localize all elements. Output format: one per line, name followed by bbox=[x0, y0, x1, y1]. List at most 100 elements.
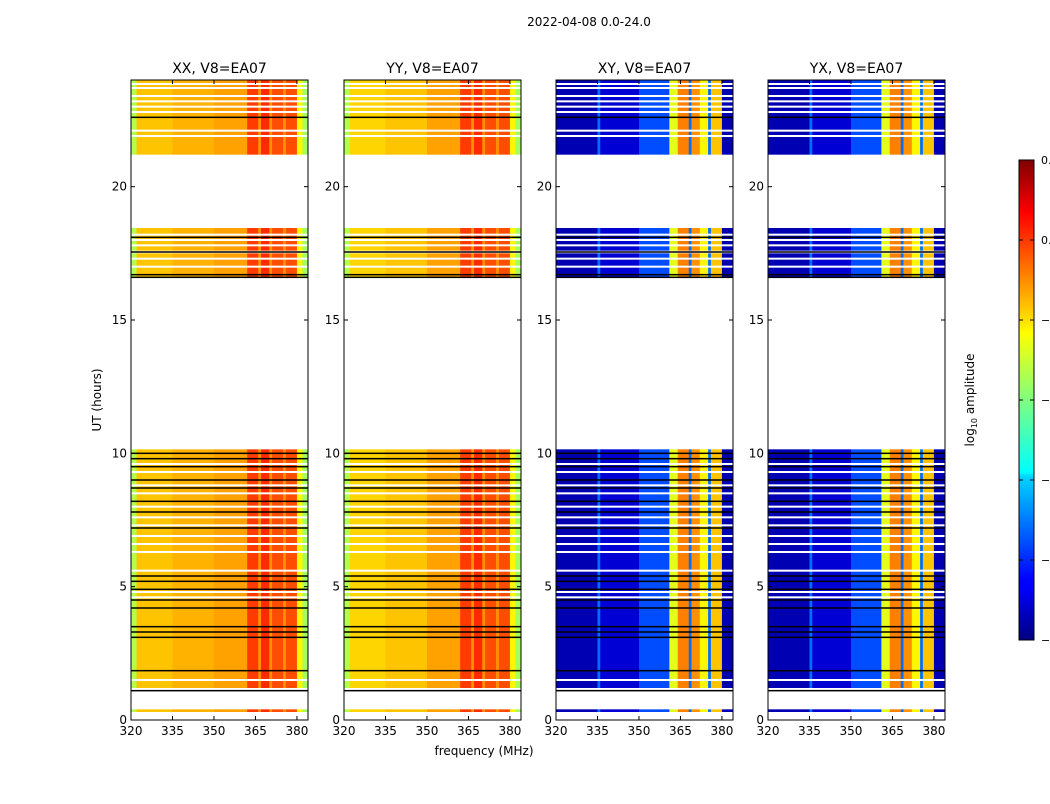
flag-line bbox=[556, 607, 733, 609]
heatmap-cell bbox=[933, 253, 946, 278]
heatmap-cell bbox=[471, 449, 475, 688]
flag-gap bbox=[556, 471, 733, 473]
heatmap-cell bbox=[889, 709, 902, 712]
flag-gap bbox=[556, 129, 733, 132]
flag-gap bbox=[768, 596, 945, 599]
flag-gap bbox=[556, 516, 733, 519]
heatmap-cell bbox=[889, 449, 902, 688]
heatmap-cell bbox=[903, 253, 913, 278]
heatmap-cell bbox=[482, 709, 486, 712]
heatmap-cell bbox=[597, 709, 601, 712]
flag-line bbox=[131, 273, 308, 276]
heatmap-cell bbox=[131, 449, 137, 688]
heatmap-cell bbox=[213, 709, 248, 712]
flag-gap bbox=[131, 233, 308, 236]
y-tick-label: 10 bbox=[537, 446, 552, 460]
heatmap-cell bbox=[473, 253, 483, 278]
flag-gap bbox=[768, 239, 945, 241]
flag-gap bbox=[556, 484, 733, 487]
heatmap-cell bbox=[296, 709, 303, 712]
flag-gap bbox=[344, 233, 521, 236]
flag-gap bbox=[344, 244, 521, 247]
heatmap-cell bbox=[600, 253, 640, 278]
flag-line bbox=[556, 276, 733, 279]
flag-line bbox=[344, 588, 521, 591]
heatmap-cell bbox=[889, 253, 902, 278]
heatmap-cells bbox=[344, 80, 522, 712]
x-tick-label: 320 bbox=[333, 724, 356, 738]
heatmap-cell bbox=[638, 253, 670, 278]
flag-line bbox=[556, 669, 733, 672]
heatmap-cell bbox=[285, 449, 298, 688]
flag-line bbox=[768, 575, 945, 577]
flag-line bbox=[344, 511, 521, 513]
flag-gap bbox=[556, 100, 733, 103]
x-tick-label: 335 bbox=[798, 724, 821, 738]
heatmap-cell bbox=[556, 709, 598, 712]
heatmap-cell bbox=[349, 709, 386, 712]
heatmap-cell bbox=[920, 253, 924, 278]
flag-line bbox=[768, 236, 945, 239]
heatmap-cell bbox=[556, 253, 598, 278]
flag-gap bbox=[131, 95, 308, 97]
flag-line bbox=[768, 452, 945, 455]
flag-line bbox=[131, 511, 308, 513]
heatmap-cell bbox=[247, 253, 259, 278]
heatmap-cell bbox=[812, 449, 852, 688]
flag-line bbox=[768, 669, 945, 672]
flag-line bbox=[556, 116, 733, 119]
y-tick-label: 20 bbox=[325, 180, 340, 194]
flag-gap bbox=[768, 463, 945, 465]
flag-line bbox=[556, 251, 733, 253]
y-tick-label: 10 bbox=[112, 446, 127, 460]
heatmap-cell bbox=[260, 709, 270, 712]
flag-gap bbox=[768, 551, 945, 553]
flag-gap bbox=[768, 591, 945, 593]
flag-line bbox=[556, 527, 733, 529]
heatmap-cell bbox=[272, 449, 284, 688]
flag-gap bbox=[556, 569, 733, 572]
flag-line bbox=[556, 588, 733, 591]
flag-gap bbox=[344, 265, 521, 268]
flag-gap bbox=[131, 569, 308, 572]
heatmap-cell bbox=[496, 253, 500, 278]
flag-gap bbox=[131, 111, 308, 113]
flag-line bbox=[768, 580, 945, 583]
heatmap-cell bbox=[260, 253, 270, 278]
x-tick-label: 350 bbox=[203, 724, 226, 738]
flag-gap bbox=[344, 505, 521, 508]
y-tick-label: 5 bbox=[544, 580, 552, 594]
flag-line bbox=[131, 588, 308, 591]
flag-line bbox=[768, 276, 945, 279]
heatmap-cell bbox=[903, 449, 913, 688]
flag-gap bbox=[344, 569, 521, 572]
y-tick-label: 15 bbox=[112, 313, 127, 327]
heatmap-cell bbox=[260, 449, 270, 688]
flag-gap bbox=[768, 569, 945, 572]
flag-gap bbox=[344, 551, 521, 553]
flag-line bbox=[768, 487, 945, 489]
x-tick-label: 350 bbox=[840, 724, 863, 738]
heatmap-cell bbox=[699, 253, 709, 278]
x-tick-label: 320 bbox=[120, 724, 143, 738]
flag-gap bbox=[556, 239, 733, 241]
flag-line bbox=[131, 452, 308, 455]
heatmap-cell bbox=[881, 449, 890, 688]
heatmap-cell bbox=[247, 449, 259, 688]
heatmap-cell bbox=[496, 449, 500, 688]
heatmap-cell bbox=[691, 253, 701, 278]
flag-gap bbox=[131, 87, 308, 89]
flag-gap bbox=[344, 471, 521, 473]
flag-gap bbox=[344, 516, 521, 519]
flag-line bbox=[344, 625, 521, 628]
flag-line bbox=[131, 276, 308, 279]
flag-gap bbox=[344, 596, 521, 599]
heatmap-cell bbox=[498, 709, 511, 712]
flag-line bbox=[131, 580, 308, 583]
flag-line bbox=[768, 527, 945, 529]
flag-line bbox=[344, 116, 521, 119]
heatmap-cell bbox=[136, 709, 173, 712]
heatmap-cell bbox=[258, 709, 262, 712]
flag-gap bbox=[131, 135, 308, 137]
heatmap-cell bbox=[922, 253, 935, 278]
